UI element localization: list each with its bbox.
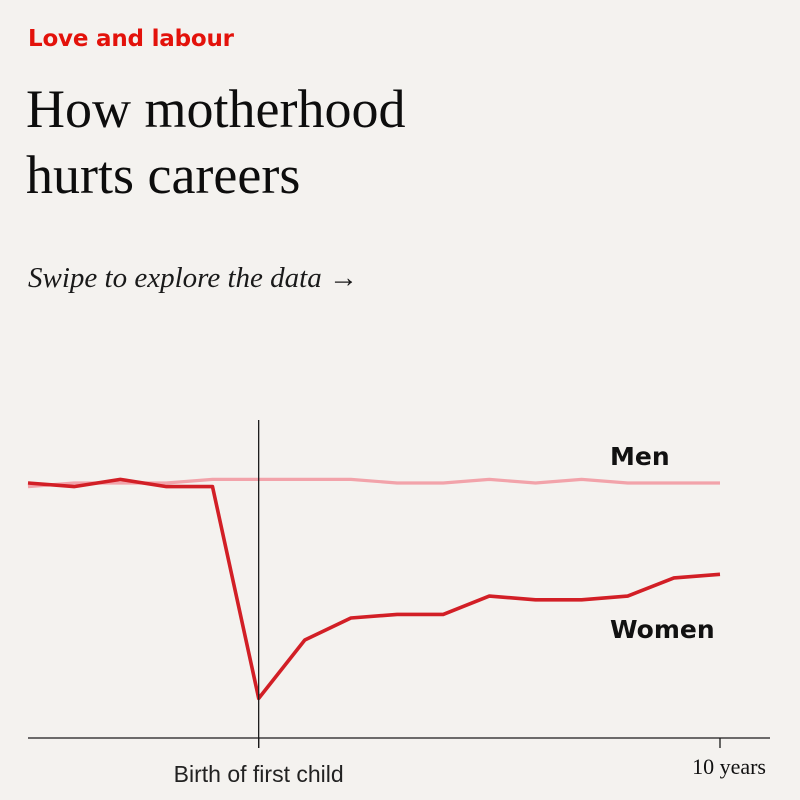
headline-line-1: How motherhood — [26, 79, 406, 139]
series-women-line — [27, 477, 721, 701]
x-tick-label: Birth of first child — [174, 761, 344, 787]
x-tick-label: 10 years — [692, 754, 766, 779]
series-label-women: Women — [610, 615, 715, 644]
headline: How motherhood hurts careers — [26, 76, 766, 208]
series-women — [27, 477, 721, 701]
headline-line-2: hurts careers — [26, 145, 301, 205]
series-label-men: Men — [610, 442, 670, 471]
kicker: Love and labour — [28, 26, 234, 52]
x-ticks: Birth of first child 10 years — [174, 738, 766, 787]
swipe-prompt[interactable]: Swipe to explore the data → — [28, 262, 358, 294]
